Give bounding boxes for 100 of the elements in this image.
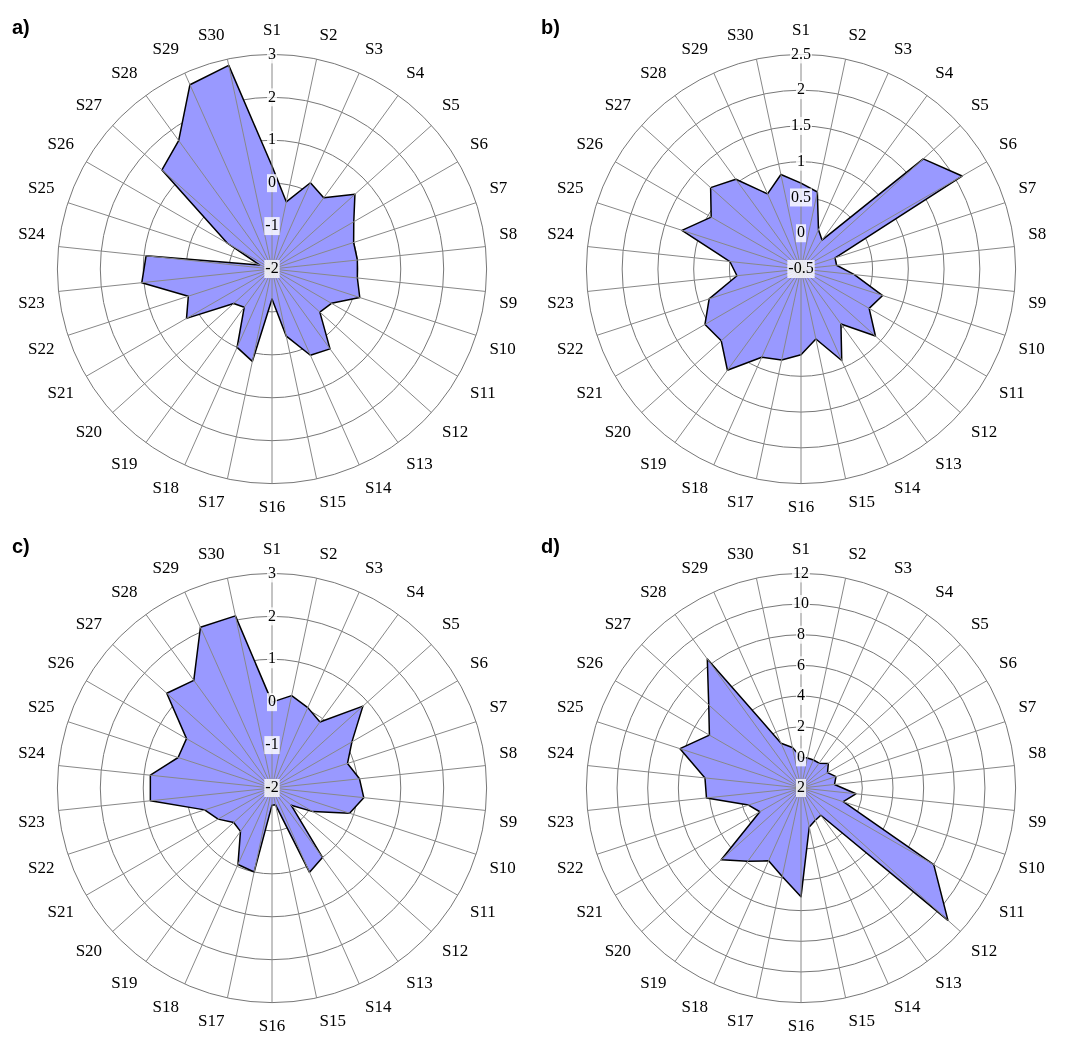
spoke-label: S16	[258, 1016, 286, 1036]
y-tick-label: -2	[265, 778, 279, 796]
spoke-label: S23	[547, 292, 574, 312]
spoke-label: S1	[792, 538, 810, 558]
spoke-label: S22	[28, 339, 55, 359]
spoke-label: S17	[198, 492, 225, 512]
y-tick-label: 8	[797, 624, 805, 642]
spoke-label: S7	[489, 177, 508, 197]
spoke-label: S21	[47, 382, 75, 402]
spoke-label: S15	[319, 1011, 346, 1031]
spoke-label: S11	[998, 901, 1025, 921]
spoke-label: S11	[469, 382, 496, 402]
spoke-label: S24	[547, 743, 575, 763]
spoke-label: S21	[47, 901, 75, 921]
spoke-label: S23	[18, 811, 45, 831]
spoke-label: S24	[18, 224, 46, 244]
spoke-label: S25	[28, 696, 55, 716]
spoke-label: S19	[640, 453, 667, 473]
spoke-label: S5	[441, 614, 460, 634]
spoke-label: S27	[604, 95, 632, 115]
spoke-label: S26	[576, 652, 604, 672]
spoke-label: S19	[640, 972, 667, 992]
chart-title: d)	[541, 534, 560, 557]
spoke-label: S25	[557, 696, 584, 716]
y-tick-label: 3	[268, 44, 276, 62]
spoke-label: S16	[258, 497, 286, 517]
spoke-label: S17	[727, 492, 754, 512]
spoke-label: S21	[576, 901, 604, 921]
y-tick-label: 0	[797, 223, 805, 241]
spoke-label: S8	[499, 743, 518, 763]
y-tick-label: 2	[797, 778, 805, 796]
spoke-label: S20	[604, 421, 632, 441]
spoke-label: S30	[198, 543, 225, 563]
spoke-label: S17	[727, 1011, 754, 1031]
spoke-label: S30	[727, 543, 754, 563]
spoke-label: S13	[406, 972, 433, 992]
spoke-label: S6	[998, 652, 1017, 672]
spoke-label: S4	[935, 582, 954, 602]
spoke-label: S15	[319, 492, 346, 512]
spoke-label: S20	[604, 940, 632, 960]
spoke-label: S19	[111, 453, 138, 473]
spoke-label: S12	[441, 940, 469, 960]
spoke-label: S13	[406, 453, 433, 473]
spoke-label: S27	[75, 614, 103, 634]
spoke-label: S12	[441, 421, 469, 441]
y-tick-label: 1	[797, 151, 805, 169]
spoke-label: S4	[406, 63, 425, 83]
y-tick-label: 3	[268, 563, 276, 581]
spoke-label: S18	[152, 996, 180, 1016]
spoke-label: S12	[970, 940, 998, 960]
y-tick-label: 2	[268, 606, 276, 624]
spoke-label: S11	[469, 901, 496, 921]
spoke-label: S11	[998, 382, 1025, 402]
y-tick-label: 2	[797, 716, 805, 734]
spoke-label: S30	[727, 24, 754, 44]
spoke-label: S2	[848, 24, 867, 44]
spoke-label: S4	[935, 63, 954, 83]
spoke-label: S26	[576, 133, 604, 153]
spoke-label: S16	[787, 497, 815, 517]
spoke-label: S5	[970, 614, 989, 634]
spoke-label: S10	[1018, 858, 1045, 878]
y-tick-label: 10	[793, 594, 809, 612]
spoke-label: S13	[935, 453, 962, 473]
y-tick-label: -2	[265, 259, 279, 277]
y-tick-label: 0	[268, 692, 276, 710]
spoke-label: S20	[75, 940, 103, 960]
spoke-label: S28	[640, 63, 667, 83]
y-tick-label: -1	[265, 735, 279, 753]
spoke-label: S26	[47, 652, 75, 672]
spoke-label: S3	[893, 558, 912, 578]
spoke-label: S5	[441, 95, 460, 115]
spoke-label: S2	[319, 24, 338, 44]
y-tick-label: 6	[797, 655, 805, 673]
spoke-label: S14	[893, 477, 921, 497]
spoke-label: S5	[970, 95, 989, 115]
y-tick-label: 1	[268, 649, 276, 667]
spoke-label: S9	[1028, 292, 1047, 312]
chart-title: b)	[541, 15, 560, 38]
spoke-label: S18	[152, 477, 180, 497]
spoke-label: S23	[18, 292, 45, 312]
spoke-label: S22	[557, 858, 584, 878]
y-tick-label: 0.5	[791, 187, 811, 205]
spoke-label: S20	[75, 421, 103, 441]
spoke-label: S2	[319, 543, 338, 563]
spoke-label: S9	[1028, 811, 1047, 831]
y-tick-label: -0.5	[788, 259, 814, 277]
spoke-label: S16	[787, 1016, 815, 1036]
spoke-label: S3	[893, 39, 912, 59]
spoke-label: S10	[489, 858, 516, 878]
spoke-label: S24	[18, 743, 46, 763]
spoke-label: S12	[970, 421, 998, 441]
spoke-label: S19	[111, 972, 138, 992]
y-tick-label: -1	[265, 216, 279, 234]
spoke-label: S17	[198, 1011, 225, 1031]
y-tick-label: 1.5	[791, 116, 811, 134]
spoke-label: S14	[893, 996, 921, 1016]
spoke-label: S14	[364, 996, 392, 1016]
spoke-label: S7	[1018, 696, 1037, 716]
spoke-label: S25	[28, 177, 55, 197]
spoke-label: S24	[547, 224, 575, 244]
